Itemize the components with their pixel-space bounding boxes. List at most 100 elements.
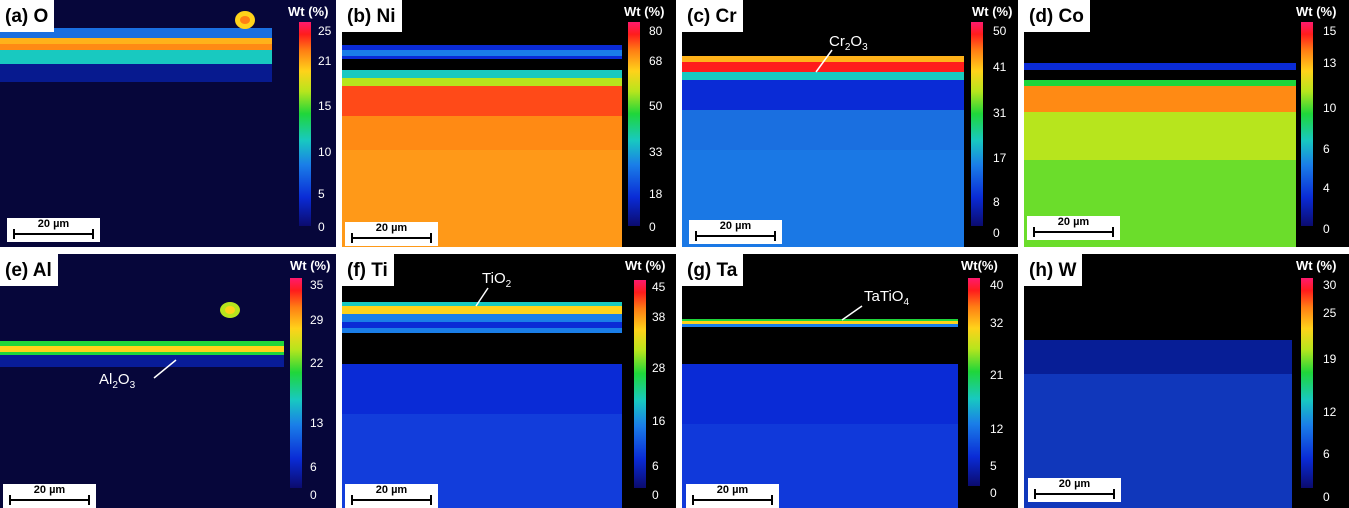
colorbar-tick: 17 [993, 151, 1007, 165]
colorbar [1301, 22, 1313, 226]
colorbar-tick: 32 [990, 316, 1004, 330]
colorbar-tick: 0 [1323, 490, 1330, 504]
panel-label: (c) Cr [682, 0, 743, 32]
panel-label: (d) Co [1024, 0, 1090, 32]
colorbar [634, 280, 646, 488]
panel-d-cobalt: (d) Co Wt (%) 15 13 10 6 4 0 20 µm [1024, 0, 1349, 247]
colorbar-tick: 6 [652, 459, 659, 473]
colorbar-title: Wt (%) [1296, 4, 1337, 19]
colorbar-tick: 12 [1323, 405, 1337, 419]
al2o3-pointer [153, 359, 177, 379]
panel-h-tungsten: (h) W Wt (%) 30 25 19 12 6 0 20 µm [1024, 254, 1349, 508]
colorbar-tick: 18 [649, 187, 663, 201]
scale-bar-line [1034, 489, 1115, 499]
tatio4-pointer [841, 305, 863, 321]
colorbar-tick: 0 [993, 226, 1000, 240]
colorbar-title: Wt (%) [972, 4, 1013, 19]
panel-label: (b) Ni [342, 0, 402, 32]
colorbar-title: Wt (%) [625, 258, 666, 273]
titanium-map [342, 254, 676, 508]
panel-g-tantalum: (g) Ta TaTiO4 Wt(%) 40 32 21 12 5 0 20 µ… [682, 254, 1018, 508]
scale-bar-label: 20 µm [1058, 478, 1091, 490]
scale-bar: 20 µm [689, 220, 782, 244]
colorbar-tick: 22 [310, 356, 324, 370]
colorbar-tick: 25 [1323, 306, 1337, 320]
colorbar-tick: 50 [649, 99, 663, 113]
scale-bar: 20 µm [7, 218, 100, 242]
panel-label: (e) Al [0, 254, 58, 286]
colorbar-tick: 0 [318, 220, 325, 234]
panel-a-oxygen: (a) O Wt (%) 25 21 15 10 5 0 20 µm [0, 0, 336, 247]
colorbar-tick: 41 [993, 60, 1007, 74]
scale-bar-line [692, 495, 773, 505]
scale-bar-line [695, 231, 776, 241]
scale-bar-label: 20 µm [375, 484, 408, 496]
colorbar-tick: 45 [652, 280, 666, 294]
al2o3-annotation: Al2O3 [99, 371, 136, 391]
colorbar-tick: 38 [652, 310, 666, 324]
scale-bar-line [9, 495, 90, 505]
colorbar-tick: 6 [1323, 142, 1330, 156]
colorbar [968, 278, 980, 486]
scale-bar-line [351, 233, 432, 243]
colorbar-tick: 16 [652, 414, 666, 428]
scale-bar-line [351, 495, 432, 505]
scale-bar: 20 µm [1027, 216, 1120, 240]
colorbar-title: Wt (%) [290, 258, 331, 273]
colorbar-tick: 8 [993, 195, 1000, 209]
tungsten-map [1024, 254, 1349, 508]
colorbar-tick: 40 [990, 278, 1004, 292]
colorbar-tick: 25 [318, 24, 332, 38]
colorbar-tick: 5 [990, 459, 997, 473]
colorbar-tick: 31 [993, 106, 1007, 120]
panel-label: (g) Ta [682, 254, 744, 286]
scale-bar: 20 µm [3, 484, 96, 508]
colorbar-title: Wt (%) [624, 4, 665, 19]
colorbar-tick: 13 [1323, 56, 1337, 70]
cr2o3-annotation: Cr2O3 [829, 33, 868, 53]
colorbar-title: Wt(%) [961, 258, 998, 273]
colorbar-title: Wt (%) [288, 4, 329, 19]
scale-bar-line [1033, 227, 1114, 237]
colorbar-tick: 19 [1323, 352, 1337, 366]
panel-label: (h) W [1024, 254, 1083, 286]
colorbar-tick: 10 [1323, 101, 1337, 115]
panel-f-titanium: (f) Ti TiO2 Wt (%) 45 38 28 16 6 0 20 µm [342, 254, 676, 508]
colorbar-tick: 15 [318, 99, 332, 113]
scale-bar: 20 µm [345, 222, 438, 246]
scale-bar: 20 µm [345, 484, 438, 508]
colorbar-tick: 0 [310, 488, 317, 502]
cr2o3-pointer [815, 49, 833, 73]
colorbar-title: Wt (%) [1296, 258, 1337, 273]
scale-bar-label: 20 µm [719, 220, 752, 232]
colorbar-tick: 13 [310, 416, 324, 430]
colorbar-tick: 6 [1323, 447, 1330, 461]
colorbar-tick: 21 [318, 54, 332, 68]
colorbar-tick: 21 [990, 368, 1004, 382]
scale-bar-line [13, 229, 94, 239]
colorbar [628, 22, 640, 226]
nickel-map [342, 0, 676, 247]
colorbar-tick: 50 [993, 24, 1007, 38]
colorbar-tick: 0 [649, 220, 656, 234]
colorbar-tick: 5 [318, 187, 325, 201]
colorbar [971, 22, 983, 226]
colorbar-tick: 0 [652, 488, 659, 502]
panel-c-chromium: (c) Cr Cr2O3 Wt (%) 50 41 31 17 8 0 20 µ… [682, 0, 1018, 247]
colorbar-tick: 0 [990, 486, 997, 500]
colorbar-tick: 28 [652, 361, 666, 375]
colorbar-tick: 33 [649, 145, 663, 159]
colorbar-tick: 80 [649, 24, 663, 38]
scale-bar: 20 µm [686, 484, 779, 508]
panel-label: (a) O [0, 0, 55, 32]
colorbar-tick: 10 [318, 145, 332, 159]
colorbar [1301, 278, 1313, 488]
scale-bar-label: 20 µm [37, 218, 70, 230]
colorbar [290, 278, 302, 488]
colorbar-tick: 35 [310, 278, 324, 292]
colorbar-tick: 68 [649, 54, 663, 68]
colorbar-tick: 12 [990, 422, 1004, 436]
colorbar [299, 22, 311, 226]
aluminum-map [0, 254, 336, 508]
panel-label: (f) Ti [342, 254, 394, 286]
